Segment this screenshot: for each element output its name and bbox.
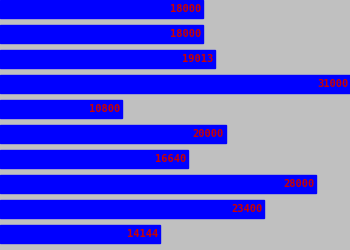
Bar xyxy=(0,75,350,93)
Text: 18000: 18000 xyxy=(170,4,202,14)
Bar xyxy=(0,25,203,43)
Text: 10800: 10800 xyxy=(89,104,120,114)
Bar xyxy=(0,0,203,18)
Text: 14144: 14144 xyxy=(127,229,158,239)
Text: 18000: 18000 xyxy=(170,29,202,39)
Bar xyxy=(0,225,160,243)
Text: 31000: 31000 xyxy=(317,79,348,89)
Text: 16640: 16640 xyxy=(155,154,186,164)
Bar xyxy=(0,100,122,118)
Bar xyxy=(0,175,316,193)
Bar xyxy=(0,50,215,68)
Bar xyxy=(0,150,188,168)
Text: 28000: 28000 xyxy=(283,179,314,189)
Bar xyxy=(0,125,226,143)
Text: 20000: 20000 xyxy=(193,129,224,139)
Bar xyxy=(0,200,264,218)
Text: 19013: 19013 xyxy=(182,54,213,64)
Text: 23400: 23400 xyxy=(231,204,262,214)
